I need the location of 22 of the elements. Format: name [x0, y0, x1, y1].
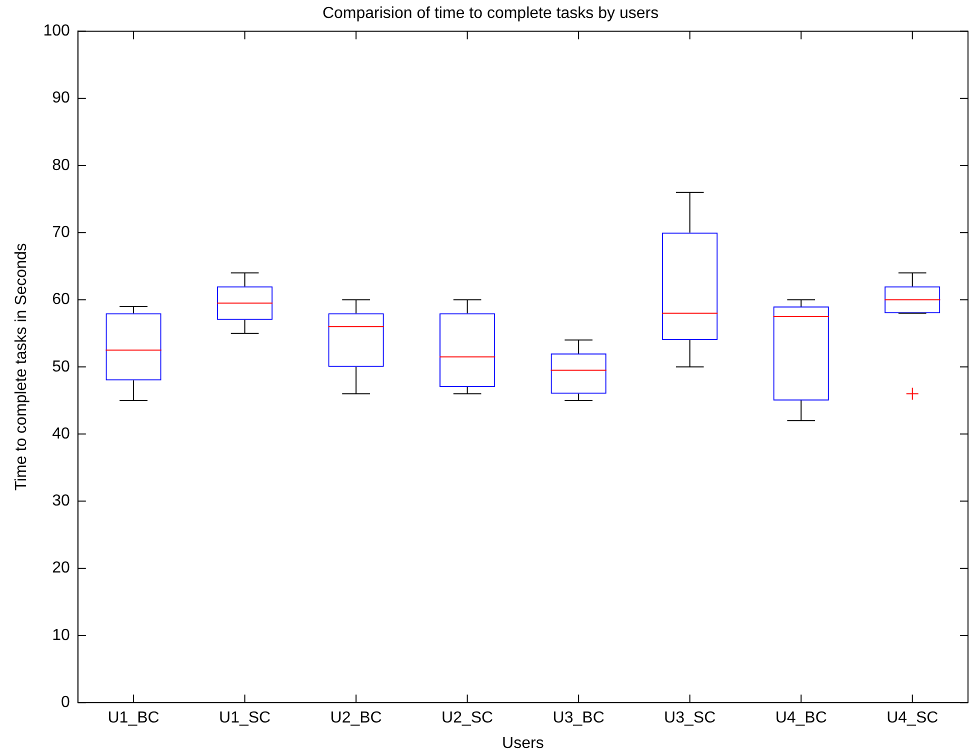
x-tick-label: U2_SC: [442, 710, 494, 727]
x-tick-label: U2_BC: [330, 710, 382, 727]
y-axis-title: Time to complete tasks in Seconds: [13, 243, 30, 491]
y-tick-label: 100: [43, 22, 70, 40]
y-tick-label: 40: [52, 425, 70, 442]
x-tick-label: U1_BC: [108, 710, 160, 727]
y-tick-label: 50: [52, 358, 70, 376]
x-tick-label: U4_BC: [775, 710, 827, 727]
y-tick-label: 70: [52, 224, 70, 242]
y-tick-label: 20: [52, 560, 70, 577]
y-tick-label: 80: [52, 156, 70, 174]
x-tick-label: U3_SC: [664, 710, 716, 727]
x-axis-title: Users: [502, 734, 544, 752]
x-tick-label: U3_BC: [552, 710, 604, 727]
y-tick-label: 90: [52, 90, 70, 107]
y-tick-label: 30: [52, 492, 70, 510]
y-tick-label: 0: [60, 694, 70, 712]
y-tick-label: 60: [52, 291, 70, 308]
chart-title: Comparision of time to complete tasks by users: [322, 5, 659, 22]
x-tick-label: U4_SC: [886, 710, 938, 727]
y-tick-label: 10: [52, 626, 70, 644]
x-tick-label: U1_SC: [219, 710, 271, 727]
